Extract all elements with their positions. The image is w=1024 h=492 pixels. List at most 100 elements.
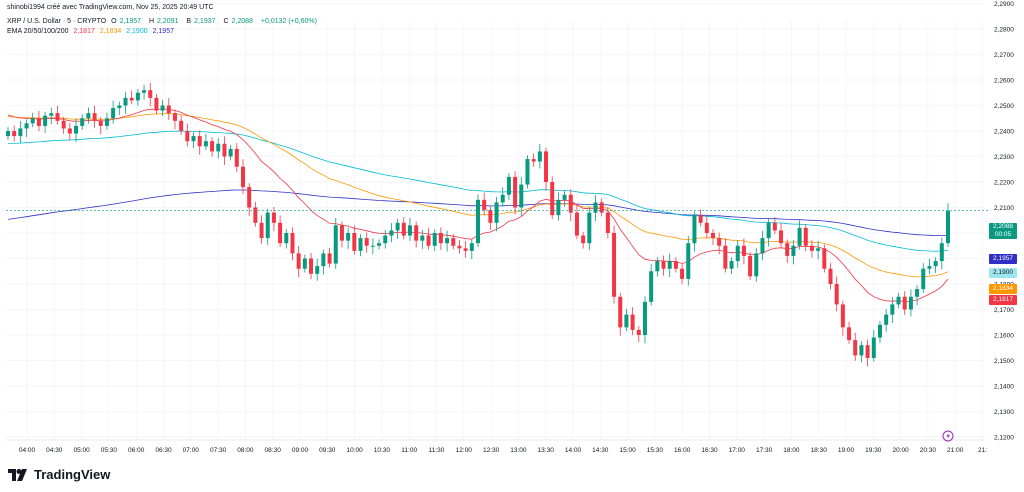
candle-body bbox=[61, 120, 66, 129]
candle-body bbox=[104, 118, 109, 126]
candle-body bbox=[544, 151, 549, 182]
candle-body bbox=[519, 184, 524, 208]
candle-body bbox=[154, 97, 159, 111]
candle-body bbox=[803, 227, 808, 246]
x-tick-label: 16:00 bbox=[674, 447, 691, 454]
candle-body bbox=[98, 120, 103, 126]
candle-body bbox=[877, 324, 882, 338]
alert-icon[interactable] bbox=[942, 430, 954, 442]
x-tick-label: 06:30 bbox=[155, 447, 172, 454]
x-tick-label: 20:00 bbox=[892, 447, 909, 454]
y-tick-label: 2,2800 bbox=[994, 27, 1014, 34]
candle-body bbox=[43, 115, 48, 126]
candle-body bbox=[537, 151, 542, 162]
ema100-value: 2,1900 bbox=[126, 28, 148, 35]
candle-body bbox=[36, 118, 41, 126]
y-tick-label: 2,1700 bbox=[994, 307, 1014, 314]
symbol-title[interactable]: XRP / U.S. Dollar · 5 · CRYPTO bbox=[7, 18, 107, 25]
candle-body bbox=[797, 227, 802, 246]
ema100-line bbox=[7, 130, 949, 252]
candle-body bbox=[840, 304, 845, 328]
candle-body bbox=[166, 105, 171, 114]
candle-body bbox=[884, 314, 889, 325]
candle-body bbox=[327, 253, 332, 264]
open-value: 2,1957 bbox=[119, 18, 142, 25]
candle-body bbox=[488, 210, 493, 223]
high-label: H bbox=[148, 18, 155, 25]
candle-body bbox=[766, 222, 771, 239]
candle-body bbox=[890, 304, 895, 315]
candle-body bbox=[111, 108, 116, 119]
x-tick-label: 05:30 bbox=[101, 447, 118, 454]
x-tick-label: 15:30 bbox=[647, 447, 664, 454]
x-tick-label: 10:30 bbox=[374, 447, 391, 454]
candle-body bbox=[469, 243, 474, 251]
x-tick-label: 19:00 bbox=[838, 447, 855, 454]
x-tick-label: 12:00 bbox=[456, 447, 473, 454]
candle-body bbox=[809, 245, 814, 251]
candle-body bbox=[531, 159, 536, 162]
candle-body bbox=[624, 314, 629, 328]
candle-body bbox=[339, 225, 344, 241]
candle-body bbox=[946, 210, 950, 244]
publisher-line: shinobi1994 créé avec TradingView.com, N… bbox=[7, 4, 217, 11]
candle-body bbox=[30, 118, 35, 124]
x-tick-label: 12:30 bbox=[483, 447, 500, 454]
ema100-path bbox=[7, 130, 949, 252]
candle-body bbox=[587, 212, 592, 244]
price-axis[interactable]: 2,12002,13002,14002,15002,16002,17002,18… bbox=[994, 1, 1014, 442]
time-axis[interactable]: 04:00 04:30 05:00 05:30 06:00 06:30 07:00 07:30… bbox=[19, 447, 987, 454]
candle-body bbox=[216, 143, 221, 152]
candle-body bbox=[735, 245, 740, 262]
candle-body bbox=[556, 199, 561, 216]
candle-body bbox=[760, 238, 765, 254]
x-tick-label: 09:00 bbox=[292, 447, 309, 454]
y-tick-label: 2,1600 bbox=[994, 333, 1014, 340]
candle-body bbox=[18, 128, 23, 137]
candle-body bbox=[420, 235, 425, 241]
candle-body bbox=[172, 113, 177, 121]
candle-body bbox=[642, 301, 647, 335]
candle-body bbox=[717, 238, 722, 246]
candle-body bbox=[921, 268, 926, 290]
candle-body bbox=[352, 233, 357, 251]
tradingview-logo-icon bbox=[8, 468, 27, 481]
candle-body bbox=[859, 345, 864, 356]
candle-body bbox=[915, 289, 920, 297]
candle-body bbox=[259, 222, 264, 239]
ema-legend[interactable]: EMA 20/50/100/200 2,1817 2,1834 2,1900 2… bbox=[7, 28, 177, 35]
x-tick-label: 15:00 bbox=[619, 447, 636, 454]
candle-body bbox=[506, 176, 511, 195]
y-tick-label: 2,2900 bbox=[994, 1, 1014, 8]
candle-body bbox=[550, 182, 555, 216]
ema-label[interactable]: EMA 20/50/100/200 bbox=[7, 28, 69, 35]
candle-body bbox=[377, 243, 382, 246]
candle-body bbox=[581, 235, 586, 244]
candle-body bbox=[711, 233, 715, 239]
y-tick-label: 2,2600 bbox=[994, 78, 1014, 85]
x-tick-label: 17:30 bbox=[756, 447, 773, 454]
x-tick-label: 11:30 bbox=[429, 447, 445, 454]
candle-body bbox=[315, 266, 320, 274]
tradingview-logo[interactable]: TradingView bbox=[8, 467, 110, 482]
candle-body bbox=[908, 296, 913, 310]
candle-body bbox=[234, 148, 239, 167]
candle-body bbox=[649, 271, 654, 302]
close-label: C bbox=[223, 18, 229, 25]
ema20-value: 2,1817 bbox=[73, 28, 95, 35]
ema200-value: 2,1957 bbox=[152, 28, 174, 35]
candle-body bbox=[939, 243, 944, 262]
candle-body bbox=[333, 225, 338, 264]
candle-body bbox=[185, 131, 190, 142]
candle-body bbox=[741, 245, 746, 256]
candle-body bbox=[222, 143, 227, 157]
change-value: +0,0132 (+0,60%) bbox=[260, 18, 317, 25]
candle-body bbox=[605, 212, 610, 233]
candle-body bbox=[451, 238, 456, 246]
x-tick-label: 21: bbox=[978, 447, 987, 454]
close-value: 2,2088 bbox=[231, 18, 253, 25]
ohlc-line[interactable]: XRP / U.S. Dollar · 5 · CRYPTO O 2,1957 H… bbox=[7, 18, 320, 25]
candle-body bbox=[389, 230, 394, 236]
candle-body bbox=[210, 141, 215, 152]
